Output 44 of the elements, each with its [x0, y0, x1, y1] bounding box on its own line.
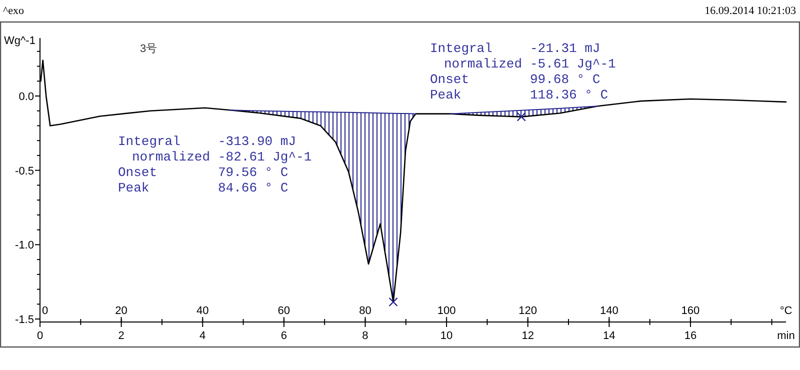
y-tick-label: -1.5 — [15, 314, 34, 326]
x-axis-title: min — [777, 330, 795, 342]
x2-tick-label: 120 — [518, 305, 538, 317]
x-tick-label: 0 — [36, 330, 44, 342]
x2-tick-label: 40 — [196, 305, 209, 317]
x2-tick-label: 20 — [115, 305, 128, 317]
x-tick-label: 6 — [280, 330, 287, 342]
x-tick-label: 8 — [362, 330, 368, 342]
x-tick-label: 16 — [684, 330, 697, 342]
x2-tick-label: 140 — [600, 305, 618, 317]
annotation: Onset — [430, 72, 470, 87]
y-axis-title: Wg^-1 — [4, 35, 36, 47]
x2-tick-label: 100 — [437, 305, 456, 317]
annotation: Onset — [118, 165, 158, 180]
x-tick-label: 4 — [200, 330, 206, 342]
annotation: -313.90 mJ — [218, 134, 296, 149]
annotation: Peak — [118, 180, 150, 196]
y-tick-label: 0.0 — [18, 90, 34, 103]
annotation: 99.68 ° C — [530, 72, 600, 87]
annotation: 84.66 ° C — [218, 180, 288, 196]
annotation: -21.31 mJ — [530, 41, 600, 56]
text: 16.09.2014 10:21:03 — [704, 5, 796, 17]
text: ^exo — [3, 5, 25, 17]
x-tick-label: 2 — [118, 330, 124, 342]
annotation: Integral — [118, 134, 181, 149]
annotation: 118.36 ° C — [530, 88, 608, 102]
x-tick-label: 14 — [603, 330, 616, 342]
annotation: normalized — [444, 56, 522, 72]
annotation: normalized — [132, 150, 210, 164]
y-tick-label: -1.0 — [15, 240, 34, 252]
chart-title: 3号 — [140, 43, 158, 55]
x2-tick-label: 60 — [278, 305, 290, 317]
annotation: Integral — [430, 41, 493, 56]
annotation: -82.61 Jg^-1 — [218, 150, 312, 164]
annotation: Peak — [430, 88, 462, 102]
x2-tick-label: 80 — [359, 305, 372, 317]
y-tick-label: -0.5 — [15, 165, 34, 178]
annotation: -5.61 Jg^-1 — [530, 56, 616, 72]
x2-tick-label: 0 — [42, 305, 48, 317]
annotation: 79.56 ° C — [218, 165, 288, 180]
x-tick-label: 10 — [440, 330, 453, 342]
x-tick-label: 12 — [522, 330, 534, 342]
x2-axis-title: °C — [780, 305, 792, 317]
x2-tick-label: 160 — [681, 305, 700, 317]
